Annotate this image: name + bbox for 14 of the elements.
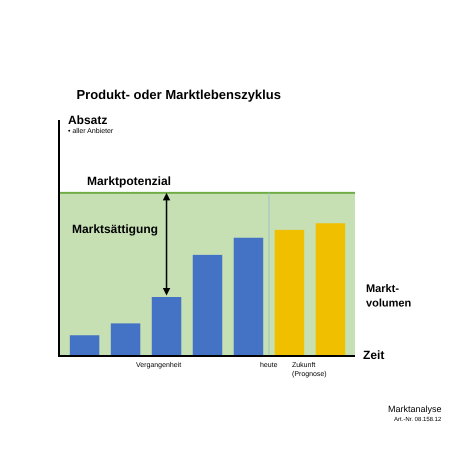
bar [234, 238, 264, 355]
ref-line-label: Marktpotenzial [87, 174, 172, 188]
bar [70, 335, 100, 355]
text: Markt- volumen [366, 283, 412, 310]
text: Marktanalyse [388, 404, 442, 414]
bar [110, 323, 140, 355]
bar [152, 297, 182, 355]
text: Absatz [68, 113, 108, 127]
bar [192, 254, 222, 355]
chart-title: Produkt- oder Marktlebenszyklus [76, 87, 281, 102]
x-axis-title: Zeit [363, 348, 384, 362]
annotation: Marktsättigung [72, 222, 158, 236]
bar [274, 230, 304, 355]
bar [316, 223, 346, 355]
